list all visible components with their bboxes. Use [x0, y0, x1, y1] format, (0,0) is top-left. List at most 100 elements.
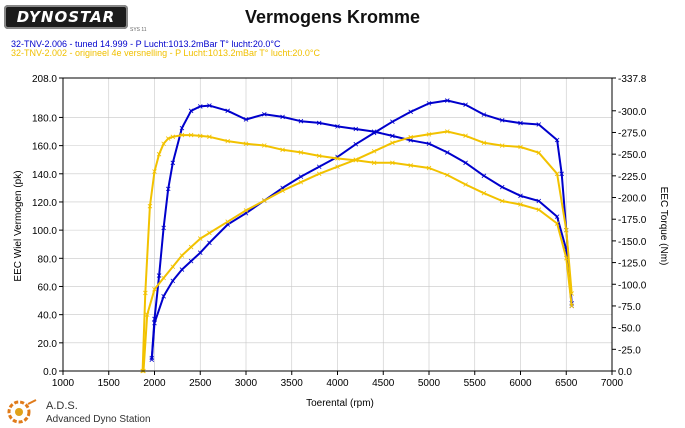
- data-point: [179, 253, 185, 258]
- data-point: [426, 165, 432, 171]
- y2-tick-label: -225.0: [618, 172, 647, 183]
- x-tick-label: 6000: [509, 378, 532, 389]
- data-point: [188, 108, 194, 114]
- data-point: [499, 198, 505, 204]
- logo-text: DYNOSTAR: [16, 8, 116, 26]
- x-tick-label: 7000: [601, 378, 624, 389]
- data-point: [569, 303, 575, 309]
- dynostar-logo: DYNOSTAR: [4, 5, 128, 29]
- run-label-original: 32-TNV-2.002 - origineel 4e versnelling …: [11, 48, 321, 58]
- data-point: [499, 143, 505, 148]
- y-tick-label: 120.0: [32, 198, 57, 209]
- y-tick-label: 180.0: [32, 113, 57, 124]
- data-point: [152, 169, 157, 174]
- data-point: [463, 133, 468, 139]
- logo-subtext: SYS 11: [130, 27, 147, 33]
- data-point: [353, 141, 359, 147]
- x-tick-label: 1000: [52, 378, 75, 389]
- data-point: [445, 129, 450, 134]
- data-point: [536, 150, 542, 155]
- y-tick-label: 20.0: [38, 339, 58, 350]
- data-point: [161, 225, 166, 231]
- run-label-tuned: 32-TNV-2.006 - tuned 14.999 - P Lucht:10…: [11, 39, 281, 49]
- data-point: [165, 136, 171, 141]
- series-line-torque-original: [141, 134, 573, 372]
- y2-tick-label: -175.0: [618, 215, 647, 226]
- y2-tick-label: 0.0: [618, 367, 632, 378]
- data-point: [170, 278, 176, 284]
- data-point: [280, 188, 285, 193]
- y2-axis-label: EEC Torque (Nm): [658, 187, 669, 266]
- data-point: [445, 98, 450, 103]
- data-point: [426, 141, 432, 147]
- data-point: [165, 186, 171, 192]
- x-tick-label: 5000: [418, 378, 441, 389]
- x-tick-label: 6500: [555, 378, 578, 389]
- data-point: [316, 171, 322, 177]
- data-point: [144, 312, 150, 317]
- y2-tick-label: -100.0: [618, 280, 647, 291]
- y2-tick-label: -300.0: [618, 107, 647, 118]
- data-point: [481, 173, 487, 179]
- data-point: [298, 174, 304, 179]
- y-tick-label: 60.0: [38, 282, 58, 293]
- data-point: [371, 148, 377, 154]
- data-point: [518, 120, 523, 126]
- data-point: [149, 355, 155, 361]
- data-point: [316, 120, 322, 126]
- series-line-torque-tuned: [150, 104, 573, 359]
- data-point: [536, 198, 542, 204]
- data-point: [207, 103, 212, 108]
- data-point: [243, 117, 249, 122]
- y-tick-label: 208.0: [32, 74, 57, 85]
- data-point: [390, 160, 395, 166]
- y2-tick-label: -50.0: [618, 324, 641, 335]
- data-point: [554, 137, 560, 143]
- data-point: [445, 150, 450, 155]
- data-point: [149, 357, 155, 363]
- data-point: [179, 132, 185, 138]
- data-point: [262, 111, 267, 117]
- data-point: [353, 126, 359, 132]
- chart-grid: [62, 77, 613, 372]
- x-tick-label: 4500: [372, 378, 395, 389]
- y2-tick-label: -250.0: [618, 150, 647, 161]
- data-point: [499, 184, 505, 190]
- y2-tick-label: -200.0: [618, 194, 647, 205]
- data-point: [408, 134, 413, 140]
- data-point: [445, 172, 450, 178]
- data-point: [156, 273, 162, 278]
- y2-tick-label: -337.8: [618, 74, 647, 85]
- data-point: [179, 125, 185, 131]
- y2-tick-label: -275.0: [618, 128, 647, 139]
- data-point: [518, 193, 523, 199]
- series-line-power-original: [142, 130, 573, 372]
- data-point: [197, 250, 203, 255]
- data-point: [536, 122, 542, 127]
- data-point: [481, 140, 487, 146]
- data-point: [225, 219, 230, 224]
- y2-tick-label: -125.0: [618, 259, 647, 270]
- data-point: [463, 160, 468, 166]
- data-point: [426, 101, 432, 106]
- y2-tick-label: -150.0: [618, 237, 647, 248]
- data-point: [518, 202, 523, 207]
- ads-name: A.D.S.: [46, 400, 78, 412]
- data-point: [179, 267, 185, 272]
- data-point: [243, 141, 249, 147]
- data-point: [481, 190, 487, 196]
- data-point: [225, 138, 230, 144]
- data-point: [390, 140, 395, 146]
- ads-subtitle: Advanced Dyno Station: [46, 414, 151, 425]
- data-point: [554, 221, 560, 226]
- data-point: [161, 141, 166, 147]
- data-point: [170, 134, 176, 140]
- y2-tick-label: -25.0: [618, 345, 641, 356]
- data-point: [197, 133, 203, 139]
- data-point: [390, 133, 395, 139]
- x-tick-label: 5500: [464, 378, 487, 389]
- data-point: [316, 153, 322, 159]
- data-point: [371, 129, 377, 134]
- data-point: [463, 102, 468, 108]
